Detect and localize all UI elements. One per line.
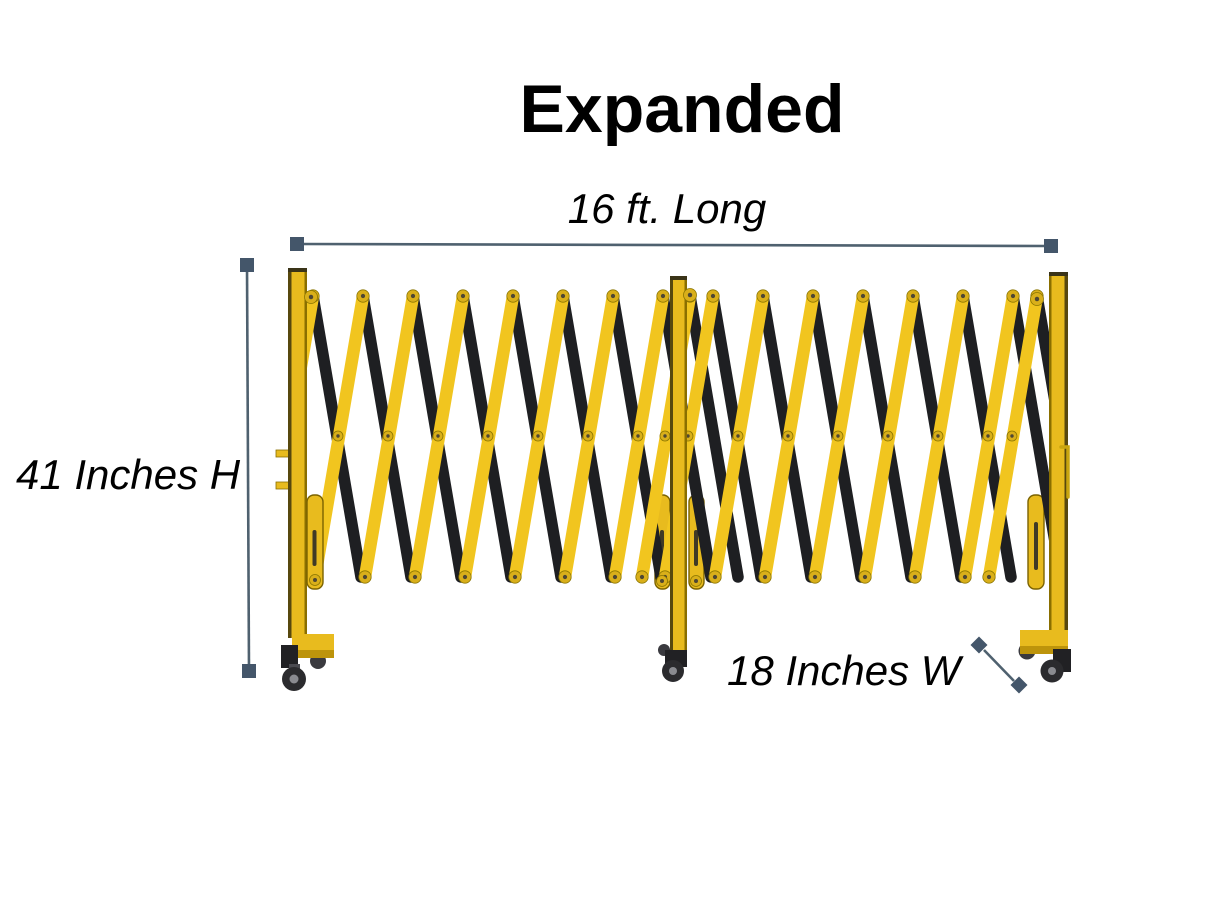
page-title: Expanded <box>519 71 845 147</box>
pivot-rivet <box>308 294 314 300</box>
pivot-rivet <box>636 434 640 438</box>
pivot-rivet <box>686 434 690 438</box>
pivot-rivet <box>762 574 768 580</box>
pivot-rivet <box>360 293 366 299</box>
height-dimension-label: 41 Inches H <box>16 451 241 498</box>
pivot-rivet <box>760 293 766 299</box>
pivot-rivet <box>512 574 518 580</box>
pivot-rivet <box>862 574 868 580</box>
pivot-rivet <box>610 293 616 299</box>
dimension-end-square <box>242 664 256 678</box>
pivot-rivet <box>362 574 368 580</box>
pivot-rivet <box>786 434 790 438</box>
pivot-rivet <box>1034 296 1040 302</box>
pivot-rivet <box>410 293 416 299</box>
pivot-rivet <box>1010 293 1016 299</box>
pivot-rivet <box>336 434 340 438</box>
length-dimension-label: 16 ft. Long <box>567 185 767 232</box>
plate-slot <box>312 530 317 566</box>
left-post <box>275 268 334 691</box>
pivot-rivet <box>612 574 618 580</box>
scissor-lattice <box>259 289 1052 584</box>
pivot-rivet <box>586 434 590 438</box>
pivot-rivet <box>736 434 740 438</box>
pivot-rivet <box>836 434 840 438</box>
center-post <box>656 276 702 682</box>
height-dimension-line <box>240 258 256 678</box>
pivot-rivet <box>986 574 992 580</box>
width-dimension-line <box>970 636 1028 694</box>
pivot-rivet <box>687 292 693 298</box>
pivot-rivet <box>436 434 440 438</box>
pivot-rivet <box>462 574 468 580</box>
plate-slot <box>694 530 698 566</box>
pivot-rivet <box>936 434 940 438</box>
black-slat <box>1007 290 1052 559</box>
pivot-rivet <box>912 574 918 580</box>
pivot-rivet <box>986 434 990 438</box>
dimension-end-square <box>1044 239 1058 253</box>
black-slat <box>684 290 744 583</box>
dimension-end-square <box>240 258 254 272</box>
pivot-rivet <box>536 434 540 438</box>
pivot-rivet <box>412 574 418 580</box>
pivot-rivet <box>560 293 566 299</box>
plate-slot <box>1034 522 1038 570</box>
dimension-end-square <box>290 237 304 251</box>
pivot-rivet <box>860 293 866 299</box>
base-end-cap <box>281 645 298 668</box>
pivot-rivet <box>712 574 718 580</box>
pivot-rivet <box>460 293 466 299</box>
pivot-rivet <box>663 434 667 438</box>
pivot-rivet <box>910 293 916 299</box>
pivot-rivet <box>639 574 645 580</box>
pivot-rivet <box>386 434 390 438</box>
pivot-rivet <box>1010 434 1014 438</box>
post-pivot-rivets <box>304 288 1044 306</box>
pivot-rivet <box>886 434 890 438</box>
pivot-rivet <box>562 574 568 580</box>
pivot-rivet <box>263 575 267 579</box>
latch-hook <box>1059 445 1070 499</box>
pivot-rivet <box>510 293 516 299</box>
black-slat <box>1031 290 1052 418</box>
pivot-rivet <box>812 574 818 580</box>
pivot-rivet <box>960 293 966 299</box>
length-dimension-line <box>290 237 1058 253</box>
dimension-end-diamond <box>1010 676 1028 694</box>
pivot-rivet <box>660 293 666 299</box>
dimension-end-diamond <box>970 636 988 654</box>
pivot-rivet <box>962 574 968 580</box>
pivot-rivet <box>259 571 271 583</box>
pivot-rivet <box>810 293 816 299</box>
pivot-rivet <box>710 293 716 299</box>
right-post <box>1018 272 1071 683</box>
width-dimension-label: 18 Inches W <box>727 647 961 694</box>
pivot-rivet <box>486 434 490 438</box>
